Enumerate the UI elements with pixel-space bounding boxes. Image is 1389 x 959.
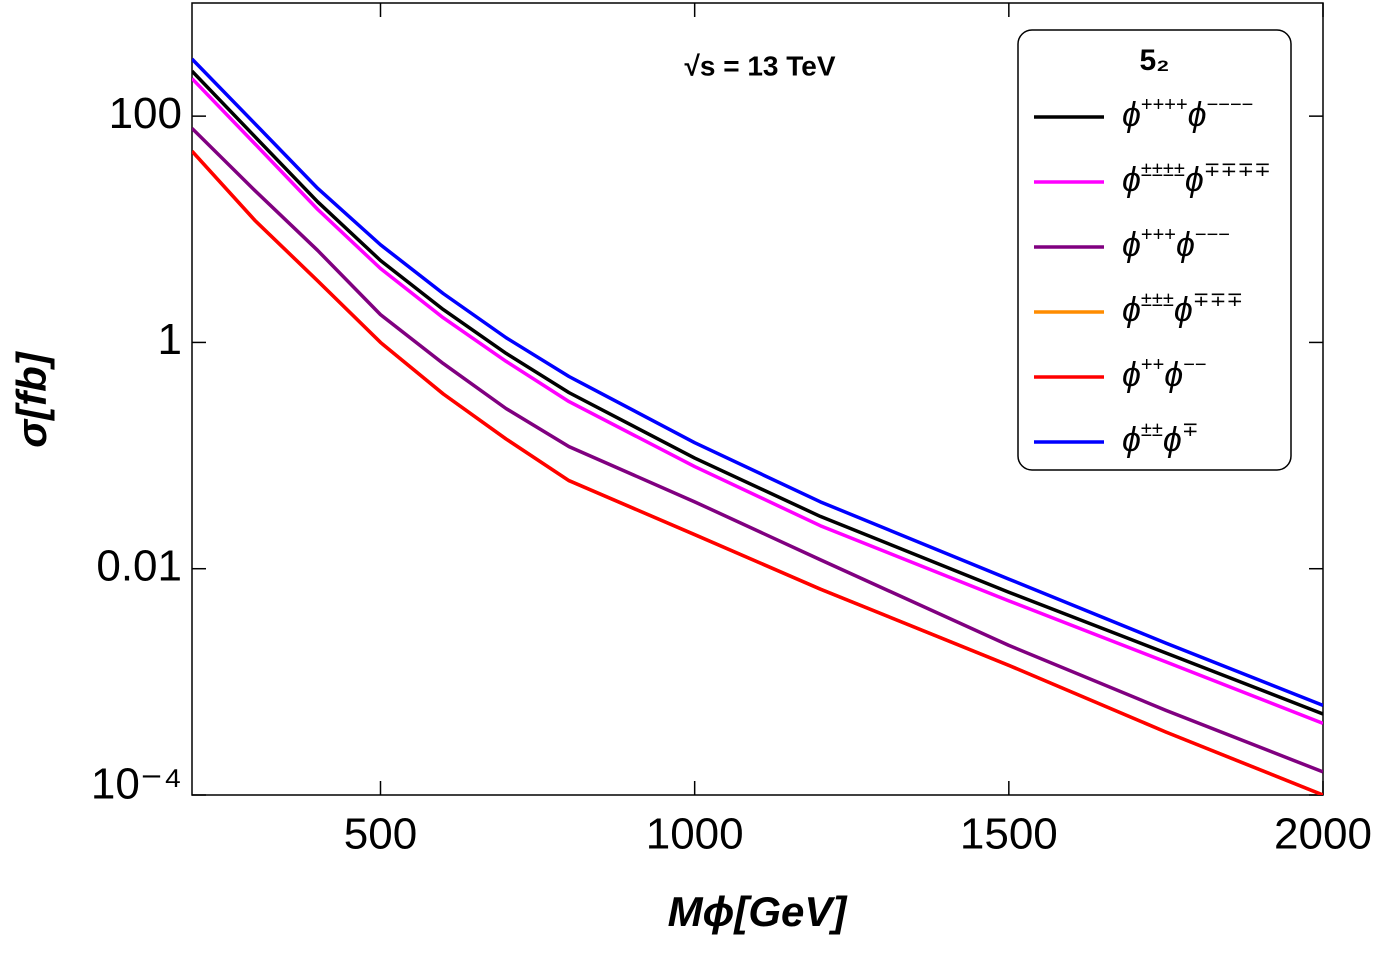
legend-glyph: + bbox=[1141, 354, 1153, 376]
legend-glyph: ∓ bbox=[1254, 159, 1271, 181]
legend-box bbox=[1017, 29, 1292, 471]
legend-glyph: ± bbox=[1174, 159, 1185, 181]
series-line bbox=[192, 57, 1323, 707]
y-axis-label: σ[fb] bbox=[8, 350, 55, 447]
legend-glyph: − bbox=[1218, 224, 1230, 246]
legend-label: ϕ±±ϕ∓ bbox=[1122, 419, 1199, 459]
legend-glyph: ϕ bbox=[1122, 161, 1141, 199]
y-tick-label: 0.01 bbox=[96, 541, 182, 590]
legend-glyph: ∓ bbox=[1193, 289, 1210, 311]
legend-glyph: ϕ bbox=[1122, 96, 1141, 134]
legend-glyph: + bbox=[1141, 94, 1153, 116]
legend-glyph: ϕ bbox=[1174, 291, 1193, 329]
legend-glyph: ∓ bbox=[1226, 289, 1243, 311]
legend-glyph: ϕ bbox=[1122, 356, 1141, 394]
x-tick-label: 1500 bbox=[960, 810, 1058, 859]
legend-glyph: ± bbox=[1141, 419, 1152, 441]
legend-label: ϕ±±±±ϕ∓∓∓∓ bbox=[1122, 159, 1271, 199]
legend-glyph: − bbox=[1242, 94, 1254, 116]
x-tick-label: 500 bbox=[344, 810, 417, 859]
legend-glyph: ∓ bbox=[1237, 159, 1254, 181]
legend-glyph: ϕ bbox=[1164, 356, 1183, 394]
legend-glyph: ± bbox=[1163, 289, 1174, 311]
legend-glyph: ϕ bbox=[1176, 226, 1195, 264]
plot-frame bbox=[191, 2, 1324, 796]
x-axis-label: Mϕ[GeV] bbox=[668, 888, 849, 935]
annotation: √s = 13 TeV bbox=[684, 50, 835, 81]
series-line bbox=[192, 77, 1323, 725]
legend-glyph: − bbox=[1207, 94, 1219, 116]
legend-glyph: ϕ bbox=[1185, 161, 1204, 199]
legend-glyph: + bbox=[1153, 94, 1165, 116]
legend-glyph: − bbox=[1183, 354, 1195, 376]
legend-title: 5₂ bbox=[1139, 44, 1169, 77]
legend-glyph: + bbox=[1176, 94, 1188, 116]
legend-label: ϕ++ϕ−− bbox=[1122, 354, 1207, 394]
legend-glyph: ∓ bbox=[1182, 419, 1199, 441]
legend-glyph: ± bbox=[1163, 159, 1174, 181]
legend-glyph: ± bbox=[1152, 159, 1163, 181]
legend-glyph: ϕ bbox=[1188, 96, 1207, 134]
legend-glyph: + bbox=[1141, 224, 1153, 246]
legend-glyph: − bbox=[1207, 224, 1219, 246]
x-tick-label: 1000 bbox=[646, 810, 744, 859]
legend-glyph: + bbox=[1164, 94, 1176, 116]
y-tick-label: 100 bbox=[109, 89, 182, 138]
x-tick-label: 2000 bbox=[1274, 810, 1372, 859]
legend-glyph: − bbox=[1218, 94, 1230, 116]
series-line bbox=[192, 127, 1323, 774]
legend-glyph: ∓ bbox=[1210, 289, 1227, 311]
y-tick-label: 1 bbox=[158, 315, 182, 364]
legend-glyph: ∓ bbox=[1221, 159, 1238, 181]
series-line bbox=[192, 69, 1323, 716]
legend-glyph: ± bbox=[1152, 289, 1163, 311]
legend-glyph: + bbox=[1153, 224, 1165, 246]
legend-glyph: − bbox=[1230, 94, 1242, 116]
legend-glyph: ϕ bbox=[1163, 421, 1182, 459]
legend-glyph: ϕ bbox=[1122, 226, 1141, 264]
legend-glyph: ϕ bbox=[1122, 421, 1141, 459]
legend-glyph: ± bbox=[1152, 419, 1163, 441]
legend-glyph: ∓ bbox=[1204, 159, 1221, 181]
legend-glyph: + bbox=[1153, 354, 1165, 376]
legend-label: ϕ±±±ϕ∓∓∓ bbox=[1122, 289, 1243, 329]
series-line bbox=[192, 150, 1323, 795]
legend-label: ϕ+++ϕ−−− bbox=[1122, 224, 1230, 264]
legend-label: ϕ++++ϕ−−−− bbox=[1122, 94, 1253, 134]
legend-glyph: ϕ bbox=[1122, 291, 1141, 329]
legend-glyph: ± bbox=[1141, 159, 1152, 181]
legend-glyph: − bbox=[1195, 354, 1207, 376]
legend-glyph: − bbox=[1195, 224, 1207, 246]
legend-glyph: + bbox=[1164, 224, 1176, 246]
y-tick-label: 10⁻⁴ bbox=[91, 760, 182, 809]
legend-glyph: ± bbox=[1141, 289, 1152, 311]
